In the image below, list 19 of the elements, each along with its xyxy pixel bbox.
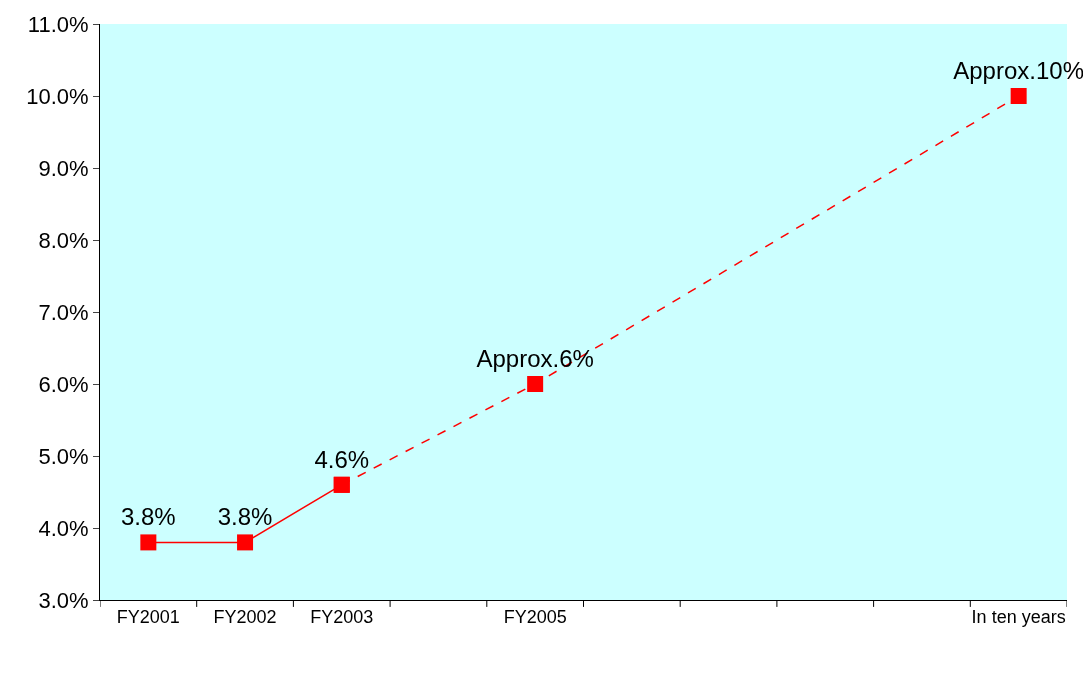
y-tick-label: 11.0% — [27, 11, 89, 37]
data-label: Approx.6% — [476, 345, 594, 372]
data-label: 3.8% — [121, 503, 176, 531]
y-tick-label: 4.0% — [38, 515, 89, 541]
y-tick-label: 10.0% — [26, 83, 89, 109]
x-tick-label: In ten years — [971, 606, 1066, 627]
y-tick-label: 7.0% — [38, 299, 89, 325]
x-tick-label: FY2005 — [503, 606, 567, 627]
y-tick-label: 9.0% — [38, 155, 89, 181]
y-tick-label: 6.0% — [38, 371, 89, 397]
data-label: 4.6% — [314, 445, 370, 473]
y-tick-label: 5.0% — [38, 443, 89, 469]
x-tick-label: FY2001 — [116, 606, 180, 627]
y-tick-label: 8.0% — [38, 227, 89, 253]
x-tick-label: FY2003 — [310, 606, 374, 627]
data-label: Approx.10% — [953, 57, 1083, 84]
x-tick-label: FY2002 — [213, 606, 277, 627]
data-label: 3.8% — [217, 503, 273, 531]
y-tick-label: 3.0% — [38, 587, 89, 613]
